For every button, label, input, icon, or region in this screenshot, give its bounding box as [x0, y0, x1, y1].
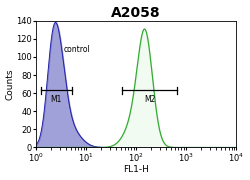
Text: M2: M2: [144, 95, 155, 104]
Text: control: control: [64, 45, 90, 54]
Title: A2058: A2058: [111, 6, 161, 20]
Y-axis label: Counts: Counts: [6, 68, 15, 100]
X-axis label: FL1-H: FL1-H: [123, 165, 149, 174]
Text: M1: M1: [51, 95, 62, 104]
